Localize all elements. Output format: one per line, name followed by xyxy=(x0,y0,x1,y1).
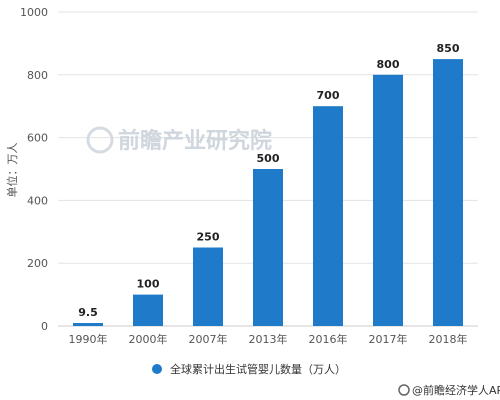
legend: 全球累计出生试管婴儿数量（万人） xyxy=(152,362,346,376)
data-label: 800 xyxy=(377,58,400,71)
source-text: @前瞻经济学人APP xyxy=(412,383,500,397)
y-tick-label: 1000 xyxy=(20,6,48,19)
y-axis-title: 单位：万人 xyxy=(5,143,19,198)
x-tick-label: 2000年 xyxy=(129,332,168,346)
watermark-text: 前瞻产业研究院 xyxy=(118,128,272,154)
y-tick-label: 800 xyxy=(27,69,48,82)
data-label: 250 xyxy=(197,231,220,244)
watermark: 前瞻产业研究院 xyxy=(86,126,272,154)
data-label: 500 xyxy=(257,152,280,165)
bar xyxy=(433,59,463,326)
bar xyxy=(373,74,403,326)
data-label: 700 xyxy=(317,89,340,102)
legend-swatch-icon xyxy=(152,364,162,374)
x-tick-label: 2017年 xyxy=(369,332,408,346)
y-tick-label: 0 xyxy=(41,320,48,333)
bar xyxy=(253,169,283,326)
bar xyxy=(313,106,343,326)
source-credit: @前瞻经济学人APP xyxy=(398,383,500,397)
x-tick-label: 2013年 xyxy=(249,332,288,346)
x-tick-label: 2016年 xyxy=(309,332,348,346)
y-axis-ticks: 0 200 400 600 800 1000 xyxy=(20,6,48,333)
source-logo-icon xyxy=(398,384,410,396)
bar xyxy=(133,294,163,326)
watermark-logo-icon xyxy=(86,126,114,154)
legend-label: 全球累计出生试管婴儿数量（万人） xyxy=(170,362,346,376)
y-tick-label: 400 xyxy=(27,194,48,207)
y-tick-label: 600 xyxy=(27,132,48,145)
x-tick-label: 2007年 xyxy=(189,332,228,346)
bar xyxy=(193,247,223,326)
data-label: 100 xyxy=(137,278,160,291)
data-label: 9.5 xyxy=(78,306,98,319)
x-axis-ticks: 1990年 2000年 2007年 2013年 2016年 2017年 2018年 xyxy=(69,332,468,346)
x-tick-label: 2018年 xyxy=(429,332,468,346)
bar xyxy=(73,323,103,326)
data-label: 850 xyxy=(437,42,460,55)
x-tick-label: 1990年 xyxy=(69,332,108,346)
data-labels: 9.5 100 250 500 700 800 850 xyxy=(78,42,460,319)
y-tick-label: 200 xyxy=(27,257,48,270)
bars xyxy=(73,59,463,326)
